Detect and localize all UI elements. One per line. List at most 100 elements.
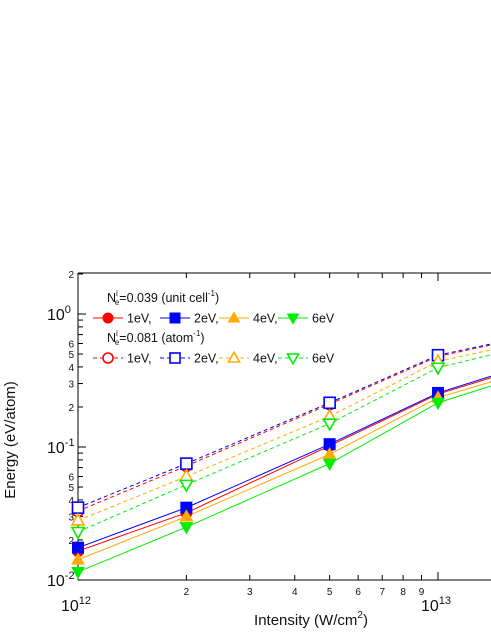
- y-tick-label-minor: 3: [68, 380, 74, 391]
- x-axis-title: Intensity (W/cm2): [254, 610, 368, 629]
- y-tick-label-base: 10: [47, 307, 65, 324]
- x-tick-label-major: 1012: [61, 595, 91, 615]
- series-segment-dashed-4eV: [329, 360, 439, 417]
- series-segment-solid-2eV: [186, 443, 330, 509]
- y-axis-title: Energy (eV/atom): [2, 381, 19, 499]
- y-tick-label-minor: 2: [68, 536, 74, 547]
- legend-title-close: ): [215, 291, 219, 305]
- marker-open-4eV: [178, 468, 194, 482]
- series-segment-dashed-1eV: [437, 344, 491, 357]
- series-segment-solid-1eV: [77, 512, 187, 552]
- series-segment-solid-2eV: [329, 392, 439, 445]
- legend-title-base: N: [107, 331, 116, 345]
- x-tick-label-minor: 9: [419, 587, 425, 598]
- legend-title-text: =0.081 (atom: [119, 331, 193, 345]
- legend-marker-2eV: [169, 312, 181, 324]
- legend-label-4eV: 4eV,: [253, 352, 278, 366]
- legend-title-sub: e: [115, 298, 120, 307]
- marker-open-2eV: [323, 396, 336, 410]
- series-segment-solid-1eV: [437, 377, 491, 395]
- series-segment-solid-6eV: [186, 463, 330, 528]
- marker-open-6eV: [430, 362, 446, 376]
- series-segment-dashed-6eV: [77, 484, 187, 533]
- series-segment-solid-6eV: [77, 526, 187, 573]
- x-tick-label-base: 10: [61, 598, 79, 615]
- legend-title-sup2: -1: [208, 289, 216, 298]
- marker-open-2eV: [71, 501, 85, 514]
- tick-marks: [77, 273, 439, 581]
- y-tick-label-minor: 3: [68, 513, 74, 524]
- x-tick-label-exp: 13: [439, 595, 451, 607]
- y-tick-label-exp: 0: [65, 304, 71, 316]
- series-lines: [77, 343, 491, 573]
- marker-open-6eV: [322, 418, 338, 432]
- x-tick-label-minor: 8: [400, 587, 406, 598]
- x-tick-label-base: 10: [421, 598, 439, 615]
- legend-label-6eV: 6eV: [312, 312, 335, 326]
- x-axis-title-main: Intensity (W/cm: [254, 612, 357, 629]
- series-segment-dashed-6eV: [437, 354, 491, 369]
- legend-title-sup2: -1: [193, 329, 201, 338]
- legend-marker-1eV: [102, 312, 114, 324]
- y-tick-label-minor: 4: [68, 363, 74, 374]
- legend-title-base: N: [107, 291, 116, 305]
- legend-title-sup: i: [116, 329, 118, 338]
- legend-marker-4eV: [227, 311, 241, 323]
- series-segment-solid-1eV: [186, 445, 330, 514]
- legend-marker-4eV: [227, 350, 241, 363]
- x-axis-title-sup: 2: [357, 610, 363, 621]
- legend-label-1eV: 1eV,: [127, 312, 152, 326]
- y-tick-label-minor: 2: [68, 403, 74, 414]
- x-axis-title-end: ): [363, 612, 368, 629]
- marker-open-2eV: [180, 457, 193, 470]
- series-segment-dashed-2eV: [437, 343, 491, 356]
- series-segment-solid-4eV: [186, 453, 330, 518]
- legend-marker-6eV: [286, 353, 300, 366]
- series-segment-solid-6eV: [437, 385, 491, 404]
- series-segment-solid-6eV: [329, 402, 439, 465]
- x-tick-label-minor: 6: [355, 587, 361, 598]
- legend-label-6eV: 6eV: [312, 352, 335, 366]
- y-tick-label-minor: 4: [68, 496, 74, 507]
- marker-filled-6eV: [71, 567, 85, 580]
- x-tick-label-major: 1013: [421, 595, 451, 615]
- series-segment-dashed-2eV: [186, 402, 330, 465]
- y-tick-label-minor: 6: [68, 473, 74, 484]
- series-markers: [70, 348, 446, 580]
- x-tick-label-minor: 3: [247, 587, 253, 598]
- series-segment-dashed-2eV: [329, 354, 439, 404]
- x-tick-label-minor: 5: [327, 587, 333, 598]
- series-segment-solid-1eV: [329, 393, 439, 447]
- legend-title-sup: i: [116, 289, 118, 298]
- series-segment-solid-2eV: [437, 375, 491, 394]
- marker-filled-4eV: [179, 509, 194, 522]
- x-tick-label-minor: 4: [292, 587, 298, 598]
- series-segment-dashed-4eV: [77, 476, 187, 521]
- legend-group2-title: Ni e=0.081 (atom-1): [107, 329, 205, 347]
- series-segment-dashed-2eV: [77, 463, 187, 509]
- y-tick-label-major: 10-2: [47, 570, 75, 590]
- series-segment-solid-2eV: [77, 507, 187, 549]
- legend-group1-title: Ni e=0.039 (unit cell-1): [107, 289, 219, 307]
- legend-marker-2eV: [169, 352, 181, 364]
- y-tick-label-minor: 5: [68, 483, 74, 494]
- legend-title-sub: e: [115, 338, 120, 347]
- marker-filled-2eV: [72, 541, 84, 554]
- legend-title-text: =0.039 (unit cell: [119, 291, 208, 305]
- y-tick-label-minor: 5: [68, 350, 74, 361]
- x-tick-label-exp: 12: [79, 595, 91, 607]
- marker-filled-4eV: [71, 552, 85, 565]
- series-segment-dashed-1eV: [77, 465, 187, 512]
- series-segment-dashed-1eV: [329, 355, 439, 405]
- legend-label-1eV: 1eV,: [127, 352, 152, 366]
- series-segment-dashed-4eV: [437, 349, 491, 362]
- y-tick-label-exp: -2: [65, 570, 75, 582]
- legend-label-2eV: 2eV,: [194, 352, 219, 366]
- y-tick-label-exp: -1: [65, 437, 75, 449]
- legend: Ni e=0.039 (unit cell-1)Ni e=0.081 (atom-1…: [93, 289, 335, 366]
- y-tick-label-base: 10: [47, 440, 65, 457]
- series-segment-dashed-1eV: [186, 403, 330, 467]
- y-tick-label-base: 10: [47, 573, 65, 590]
